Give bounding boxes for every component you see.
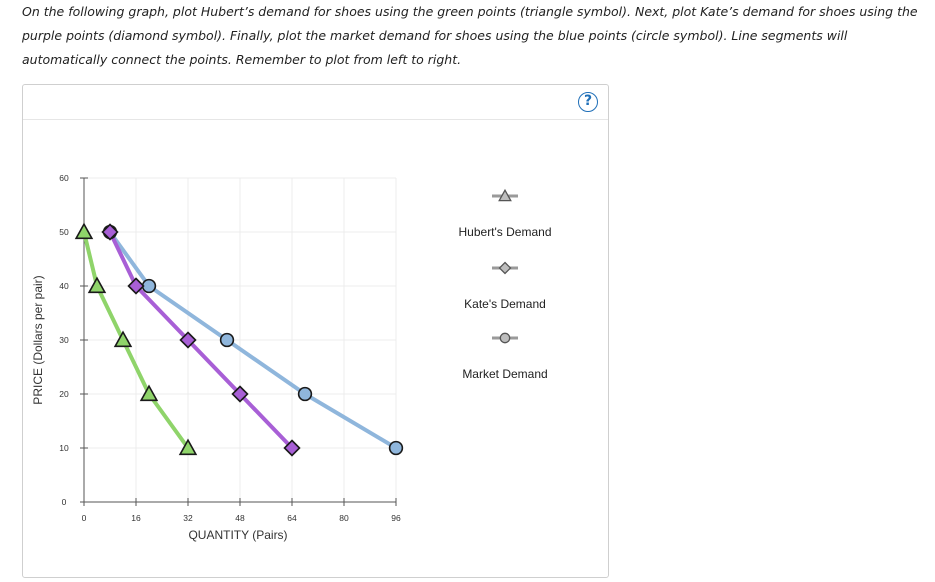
diamond-point[interactable] <box>101 223 119 241</box>
legend-marker-diamond[interactable] <box>498 261 512 275</box>
help-button[interactable]: ? <box>578 92 598 112</box>
x-tick-label: 32 <box>183 513 193 523</box>
triangle-point[interactable] <box>139 384 159 402</box>
diamond-point[interactable] <box>127 277 145 295</box>
legend-marker-circle[interactable] <box>499 332 511 344</box>
x-tick-label: 80 <box>339 513 349 523</box>
x-axis-title: QUANTITY (Pairs) <box>188 528 287 542</box>
triangle-point[interactable] <box>87 276 107 294</box>
instructions-text: On the following graph, plot Hubert’s de… <box>22 4 918 67</box>
triangle-point[interactable] <box>74 222 94 240</box>
y-tick-label: 10 <box>59 443 69 453</box>
x-tick-label: 0 <box>82 513 87 523</box>
diamond-point[interactable] <box>179 331 197 349</box>
y-tick-label: 30 <box>59 335 69 345</box>
y-tick-label: 60 <box>59 173 69 183</box>
circle-point[interactable] <box>388 440 404 456</box>
y-axis-title: PRICE (Dollars per pair) <box>31 275 45 404</box>
legend-label-circle: Market Demand <box>462 367 547 381</box>
x-tick-label: 64 <box>287 513 297 523</box>
x-tick-label: 48 <box>235 513 245 523</box>
y-tick-label: 20 <box>59 389 69 399</box>
graph-panel-header: ? <box>23 85 608 120</box>
legend-label-triangle: Hubert's Demand <box>459 225 552 239</box>
y-tick-label: 50 <box>59 227 69 237</box>
y-tick-label: 0 <box>62 497 67 507</box>
legend-label-diamond: Kate's Demand <box>464 297 546 311</box>
diamond-point[interactable] <box>283 439 301 457</box>
x-tick-label: 16 <box>131 513 141 523</box>
x-tick-label: 96 <box>391 513 401 523</box>
y-tick-label: 40 <box>59 281 69 291</box>
circle-point[interactable] <box>219 332 235 348</box>
legend-marker-triangle[interactable] <box>498 188 512 202</box>
triangle-point[interactable] <box>178 438 198 456</box>
circle-point[interactable] <box>297 386 313 402</box>
triangle-point[interactable] <box>113 330 133 348</box>
diamond-point[interactable] <box>231 385 249 403</box>
